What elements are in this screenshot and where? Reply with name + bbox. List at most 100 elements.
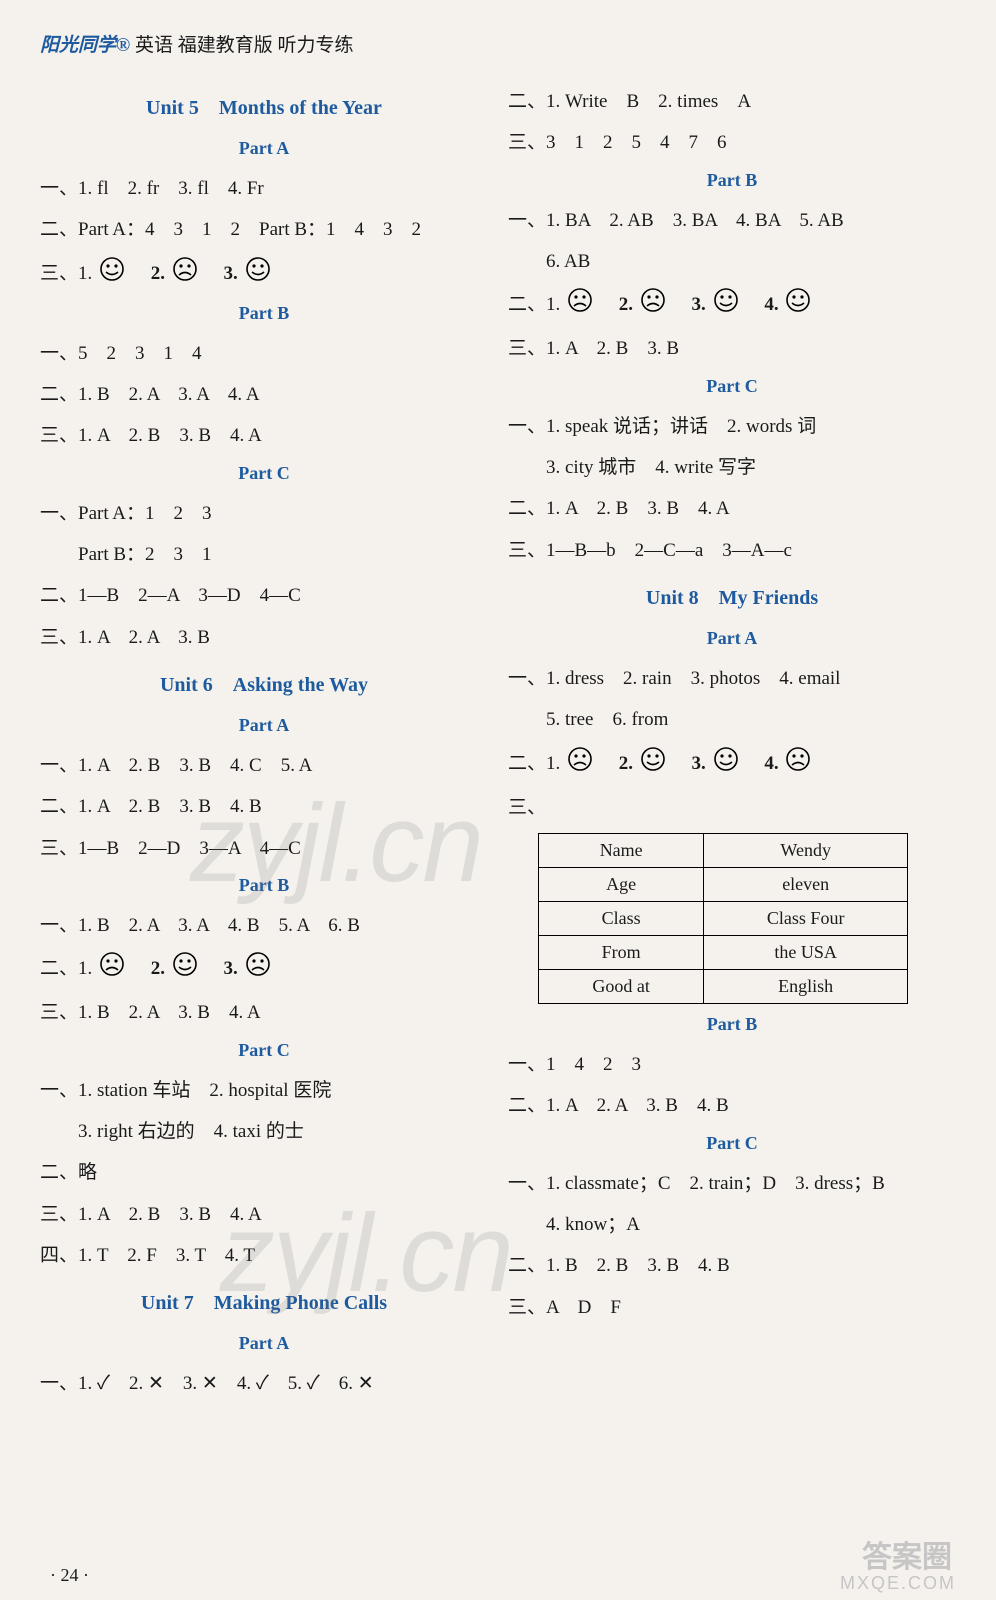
answer-row: 三、A D F <box>508 1292 956 1324</box>
answer-row: 三、1—B—b 2—C—a 3—A—c <box>508 535 956 567</box>
answer-row: 二、1. B 2. A 3. A 4. A <box>40 379 488 411</box>
u8-partC-title: Part C <box>508 1133 956 1154</box>
happy-face-icon <box>99 256 125 293</box>
sad-face-icon <box>640 287 666 324</box>
sad-face-icon <box>567 287 593 324</box>
u7-partA-title: Part A <box>40 1333 488 1354</box>
happy-face-icon <box>245 256 271 293</box>
table-row: Fromthe USA <box>539 936 908 970</box>
answer-row: 3. right 右边的 4. taxi 的士 <box>40 1116 488 1148</box>
answer-row: 二、1. Write B 2. times A <box>508 86 956 118</box>
answer-row: 一、1. A 2. B 3. B 4. C 5. A <box>40 750 488 782</box>
table-cell: Good at <box>539 970 704 1004</box>
unit7-title: Unit 7 Making Phone Calls <box>40 1286 488 1315</box>
answer-row: 一、1. BA 2. AB 3. BA 4. BA 5. AB <box>508 205 956 237</box>
u5-partC-title: Part C <box>40 463 488 484</box>
happy-face-icon <box>640 746 666 783</box>
answer-row: 三、1. A 2. A 3. B <box>40 622 488 654</box>
answer-row: 三、 <box>508 792 956 824</box>
answer-row: 一、Part A：1 2 3 <box>40 498 488 530</box>
u6-partB-title: Part B <box>40 875 488 896</box>
table-cell: Age <box>539 868 704 902</box>
sad-face-icon <box>785 746 811 783</box>
row-prefix: 二、1. <box>40 958 97 979</box>
answer-row: 二、1. A 2. B 3. B 4. B <box>40 791 488 823</box>
answer-row: 二、1. 2. 3. <box>40 951 488 988</box>
answer-row: 一、1. speak 说话；讲话 2. words 词 <box>508 411 956 443</box>
table-cell: the USA <box>704 936 908 970</box>
answer-row: 一、1. classmate；C 2. train；D 3. dress；B <box>508 1168 956 1200</box>
table-cell: Wendy <box>704 834 908 868</box>
u6-partA-title: Part A <box>40 715 488 736</box>
u8-partB-title: Part B <box>508 1014 956 1035</box>
answer-row: 二、1. 2. 3. 4. <box>508 746 956 783</box>
sad-face-icon <box>99 951 125 988</box>
answer-row: 三、1. A 2. B 3. B 4. A <box>40 420 488 452</box>
sad-face-icon <box>245 951 271 988</box>
left-column: Unit 5 Months of the Year Part A 一、1. fl… <box>40 77 488 1410</box>
answer-row: 二、1—B 2—A 3—D 4—C <box>40 580 488 612</box>
answer-row: 二、略 <box>40 1157 488 1189</box>
u5-partA-title: Part A <box>40 138 488 159</box>
answer-row: 一、5 2 3 1 4 <box>40 338 488 370</box>
answer-row: 三、1—B 2—D 3—A 4—C <box>40 833 488 865</box>
footer-badge: 答案圈 <box>862 1532 952 1576</box>
answer-row: 一、1. fl 2. fr 3. fl 4. Fr <box>40 173 488 205</box>
row-prefix: 三、1. <box>40 263 97 284</box>
answer-row: 二、1. A 2. A 3. B 4. B <box>508 1090 956 1122</box>
answer-row: 二、1. 2. 3. 4. <box>508 287 956 324</box>
info-table: NameWendy Ageeleven ClassClass Four From… <box>538 833 908 1004</box>
answer-row: 三、1. A 2. B 3. B 4. A <box>40 1199 488 1231</box>
unit5-title: Unit 5 Months of the Year <box>40 91 488 120</box>
answer-row: 三、1. A 2. B 3. B <box>508 333 956 365</box>
table-row: Good atEnglish <box>539 970 908 1004</box>
sad-face-icon <box>567 746 593 783</box>
answer-row: 二、1. A 2. B 3. B 4. A <box>508 493 956 525</box>
unit8-title: Unit 8 My Friends <box>508 581 956 610</box>
header-text: 英语 福建教育版 听力专练 <box>135 35 354 56</box>
u7-partB-title: Part B <box>508 170 956 191</box>
answer-row: 一、1. ✓ 2. ✕ 3. ✕ 4. ✓ 5. ✓ 6. ✕ <box>40 1368 488 1400</box>
sad-face-icon <box>172 256 198 293</box>
table-cell: Class Four <box>704 902 908 936</box>
u7-partC-title: Part C <box>508 376 956 397</box>
answer-row: 三、1. 2. 3. <box>40 256 488 293</box>
answer-row: 三、3 1 2 5 4 7 6 <box>508 127 956 159</box>
row-prefix: 三、 <box>508 797 546 818</box>
table-cell: Class <box>539 902 704 936</box>
answer-row: 四、1. T 2. F 3. T 4. T <box>40 1240 488 1272</box>
table-row: ClassClass Four <box>539 902 908 936</box>
row-prefix: 二、1. <box>508 294 565 315</box>
right-column: 二、1. Write B 2. times A 三、3 1 2 5 4 7 6 … <box>508 77 956 1410</box>
happy-face-icon <box>172 951 198 988</box>
answer-row: 5. tree 6. from <box>508 704 956 736</box>
answer-row: 一、1. station 车站 2. hospital 医院 <box>40 1075 488 1107</box>
answer-row: 一、1 4 2 3 <box>508 1049 956 1081</box>
table-cell: Name <box>539 834 704 868</box>
u8-partA-title: Part A <box>508 628 956 649</box>
answer-row: 一、1. B 2. A 3. A 4. B 5. A 6. B <box>40 910 488 942</box>
footer-url: MXQE.COM <box>840 1573 956 1594</box>
answer-row: 4. know；A <box>508 1209 956 1241</box>
table-cell: eleven <box>704 868 908 902</box>
happy-face-icon <box>785 287 811 324</box>
happy-face-icon <box>713 287 739 324</box>
brand: 阳光同学® <box>40 35 130 56</box>
answer-row: Part B：2 3 1 <box>40 539 488 571</box>
row-prefix: 二、1. <box>508 753 565 774</box>
answer-row: 二、Part A：4 3 1 2 Part B：1 4 3 2 <box>40 214 488 246</box>
content-columns: Unit 5 Months of the Year Part A 一、1. fl… <box>40 77 956 1410</box>
table-cell: From <box>539 936 704 970</box>
answer-row: 一、1. dress 2. rain 3. photos 4. email <box>508 663 956 695</box>
happy-face-icon <box>713 746 739 783</box>
page-number: · 24 · <box>50 1565 89 1586</box>
table-row: Ageeleven <box>539 868 908 902</box>
unit6-title: Unit 6 Asking the Way <box>40 668 488 697</box>
u6-partC-title: Part C <box>40 1040 488 1061</box>
answer-row: 二、1. B 2. B 3. B 4. B <box>508 1250 956 1282</box>
table-row: NameWendy <box>539 834 908 868</box>
answer-row: 6. AB <box>508 246 956 278</box>
answer-row: 三、1. B 2. A 3. B 4. A <box>40 997 488 1029</box>
answer-row: 3. city 城市 4. write 写字 <box>508 452 956 484</box>
page-header: 阳光同学® 英语 福建教育版 听力专练 <box>40 30 956 57</box>
